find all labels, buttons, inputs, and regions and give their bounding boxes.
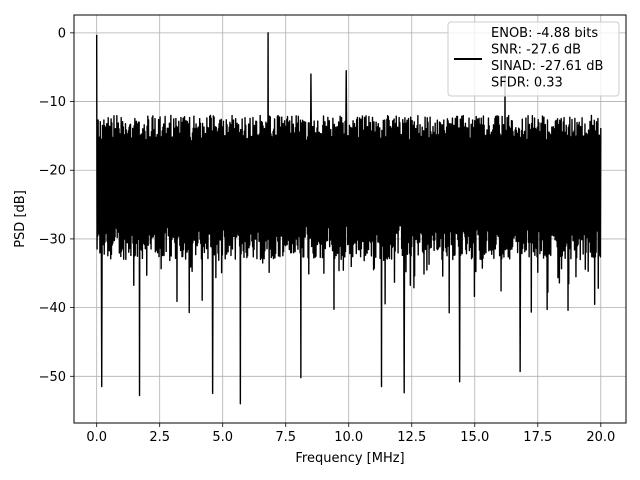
legend-sfdr: SFDR: 0.33 (491, 76, 563, 91)
x-tick-label: 17.5 (523, 430, 552, 445)
y-tick-label: −10 (39, 95, 66, 110)
x-tick-label: 10.0 (334, 430, 363, 445)
y-axis-label: PSD [dB] (13, 190, 28, 248)
x-axis-label: Frequency [MHz] (295, 451, 404, 466)
x-tick-label: 5.0 (212, 430, 233, 445)
x-tick-label: 0.0 (86, 430, 107, 445)
axes-frame (73, 14, 627, 424)
legend-snr: SNR: -27.6 dB (491, 43, 581, 58)
x-tick-label: 12.5 (397, 430, 426, 445)
legend-box (447, 21, 620, 97)
y-axis-ticks: 0 −10 −20 −30 −40 −50 (39, 26, 74, 385)
x-tick-label: 7.5 (275, 430, 296, 445)
x-tick-label: 15.0 (460, 430, 489, 445)
y-tick-label: −30 (39, 232, 66, 247)
x-tick-label: 2.5 (149, 430, 170, 445)
x-axis-ticks: 0.0 2.5 5.0 7.5 10.0 12.5 15.0 17.5 20.0 (86, 423, 615, 445)
psd-line (95, 32, 602, 405)
legend-sinad: SINAD: -27.61 dB (491, 59, 603, 74)
legend: ENOB: -4.88 bits SNR: -27.6 dB SINAD: -2… (447, 21, 620, 97)
legend-enob: ENOB: -4.88 bits (491, 26, 598, 41)
y-tick-label: −40 (39, 301, 66, 316)
y-tick-label: −50 (39, 370, 66, 385)
y-tick-label: 0 (58, 26, 66, 41)
psd-series (95, 32, 602, 405)
y-tick-label: −20 (39, 164, 66, 179)
x-tick-label: 20.0 (586, 430, 615, 445)
